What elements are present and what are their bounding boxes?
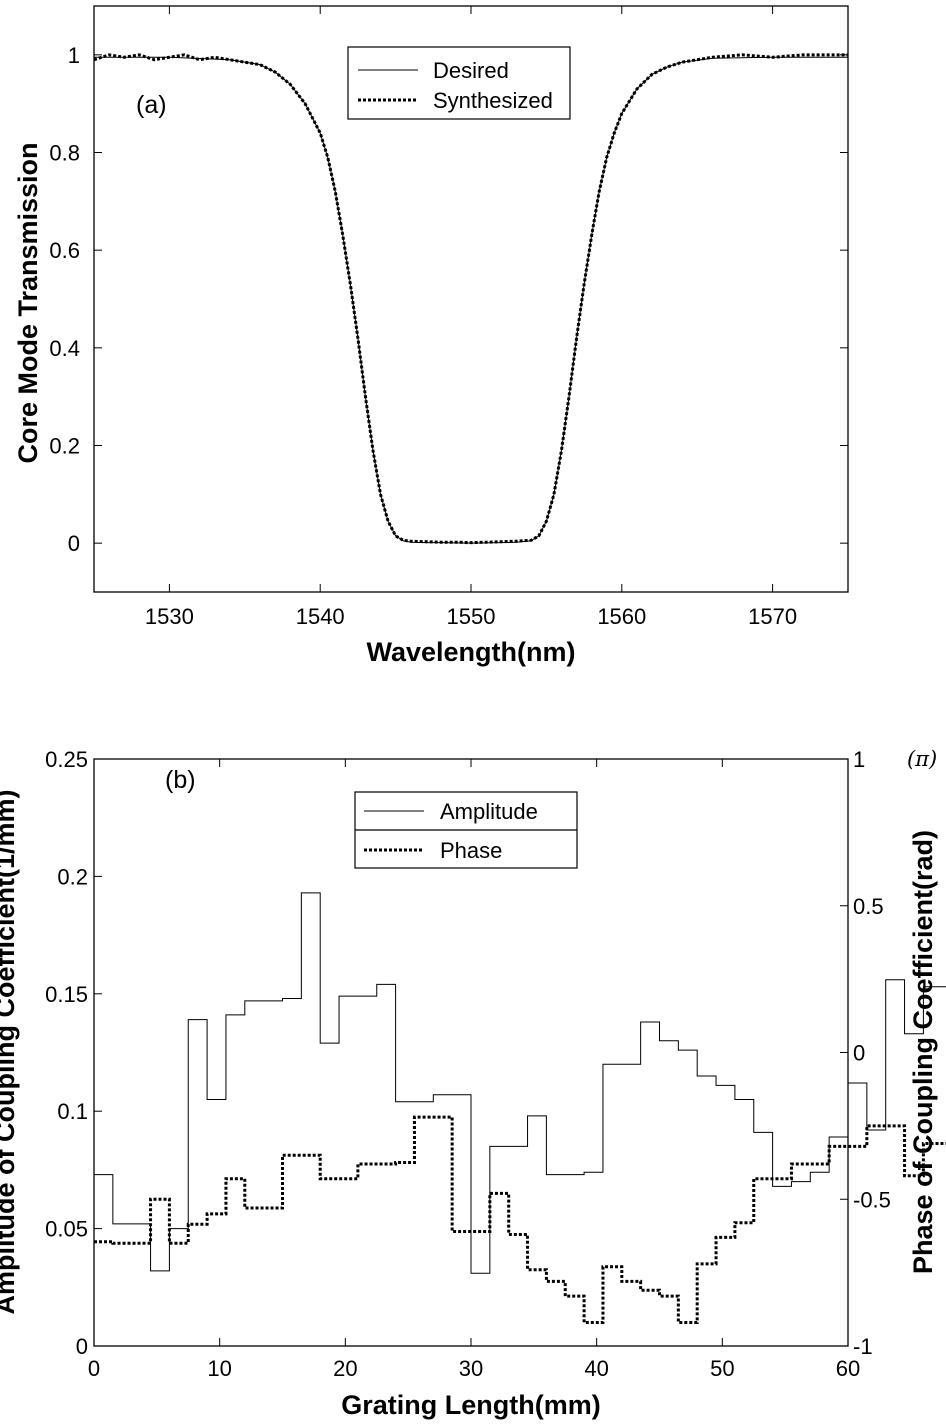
b-xtick-label: 30 — [459, 1356, 483, 1381]
legend-b-label-phase: Phase — [440, 838, 502, 863]
b-xtick-label: 40 — [584, 1356, 608, 1381]
panel-a-label: (a) — [136, 91, 167, 119]
b-y2tick-label: 0.5 — [853, 894, 884, 919]
panel-a-ticks: 1530 1540 1550 1560 1570 0 0.2 0.4 0.6 0.8 1 — [49, 6, 848, 629]
b-ytick-label: 0.25 — [45, 747, 88, 772]
a-ytick-label: 0.2 — [49, 434, 80, 459]
panel-a-xlabel: Wavelength(nm) — [367, 637, 576, 667]
legend-a-box — [347, 46, 571, 120]
panel-b-label: (b) — [165, 766, 196, 794]
legend-b-label-amplitude: Amplitude — [440, 799, 538, 824]
panel-b-y2label: Phase of Coupling Coefficient(rad) — [908, 830, 938, 1274]
a-xtick-label: 1570 — [748, 604, 797, 629]
b-xtick-label: 50 — [710, 1356, 734, 1381]
panel-b-y2-unit: (π) — [907, 747, 937, 771]
panel-b: 0 10 20 30 40 50 60 0 0.05 0.1 0.15 0.2 0.25 -1 -0.5 0 0… — [0, 747, 946, 1420]
b-y2tick-label: -0.5 — [853, 1187, 891, 1212]
b-y2tick-label: -1 — [853, 1334, 873, 1359]
panel-b-series — [94, 892, 946, 1325]
panel-b-ylabel: Amplitude of Coupling Coefficient(1/mm) — [0, 790, 20, 1315]
panel-a-series — [93, 53, 848, 545]
panel-a: 1530 1540 1550 1560 1570 0 0.2 0.4 0.6 0.8 1 (a) D… — [13, 5, 849, 667]
b-ytick-label: 0.2 — [57, 864, 88, 889]
b-y2tick-label: 1 — [853, 747, 865, 772]
a-ytick-label: 1 — [68, 43, 80, 68]
panel-b-xlabel: Grating Length(mm) — [341, 1390, 600, 1420]
a-xtick-label: 1560 — [597, 604, 646, 629]
panel-b-ticks: 0 10 20 30 40 50 60 0 0.05 0.1 0.15 0.2 0.25 -1 -0.5 0 0… — [45, 747, 891, 1381]
a-xtick-label: 1540 — [296, 604, 345, 629]
a-ytick-label: 0.6 — [49, 238, 80, 263]
a-ytick-label: 0.8 — [49, 141, 80, 166]
panel-a-ylabel: Core Mode Transmission — [13, 142, 43, 463]
series-line-synthesized — [93, 53, 848, 545]
b-ytick-label: 0.05 — [45, 1217, 88, 1242]
b-ytick-label: 0 — [76, 1334, 88, 1359]
legend-a-label-desired: Desired — [433, 58, 509, 83]
panel-b-legend: Amplitude Phase — [354, 791, 578, 869]
series-line-desired — [94, 56, 848, 544]
b-xtick-label: 20 — [333, 1356, 357, 1381]
b-xtick-label: 0 — [88, 1356, 100, 1381]
a-xtick-label: 1530 — [145, 604, 194, 629]
series-line-phase — [94, 1115, 946, 1325]
a-ytick-label: 0.4 — [49, 336, 80, 361]
b-ytick-label: 0.1 — [57, 1099, 88, 1124]
a-ytick-label: 0 — [68, 531, 80, 556]
b-y2tick-label: 0 — [853, 1041, 865, 1066]
panel-a-legend: Desired Synthesized — [347, 46, 571, 120]
series-line-amplitude — [94, 892, 946, 1274]
a-xtick-label: 1550 — [447, 604, 496, 629]
b-xtick-label: 60 — [836, 1356, 860, 1381]
b-ytick-label: 0.15 — [45, 982, 88, 1007]
legend-a-label-synthesized: Synthesized — [433, 88, 553, 113]
b-xtick-label: 10 — [207, 1356, 231, 1381]
